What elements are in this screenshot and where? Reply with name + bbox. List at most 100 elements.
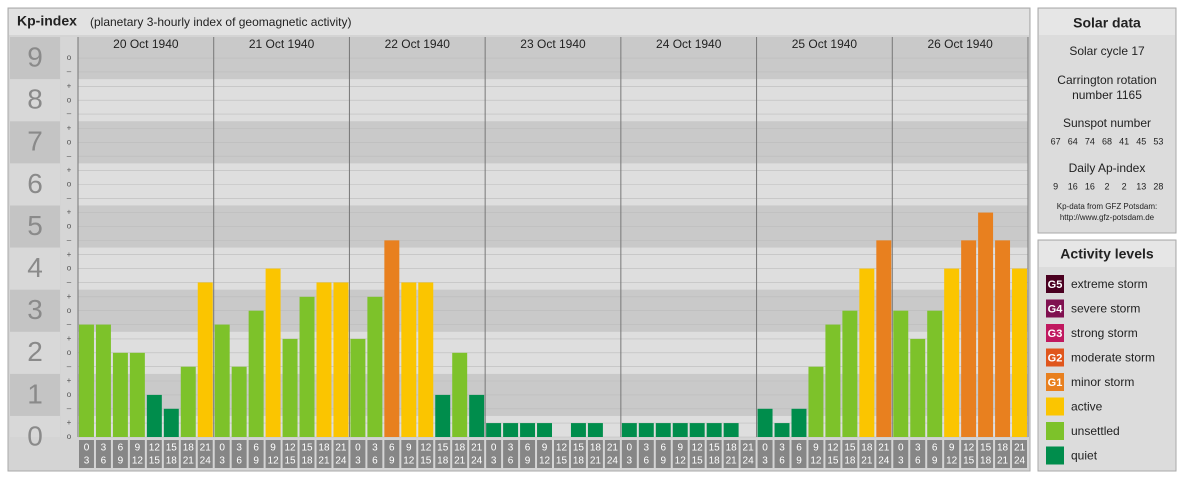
legend-label: extreme storm: [1071, 277, 1148, 291]
hour-label: 9: [118, 456, 124, 467]
minor-tick-label: o: [67, 264, 72, 273]
bar: [672, 423, 688, 437]
ap-title: Daily Ap-index: [1069, 161, 1146, 175]
minor-tick-label: +: [67, 334, 72, 343]
hour-label: 9: [660, 456, 666, 467]
minor-tick-label: –: [67, 320, 72, 329]
bar: [723, 423, 739, 437]
hour-label: 21: [1014, 443, 1026, 454]
minor-tick-label: –: [67, 109, 72, 118]
minor-tick-label: –: [67, 278, 72, 287]
hour-label: 21: [878, 443, 890, 454]
hour-box: [740, 440, 756, 468]
hour-label: 12: [420, 443, 432, 454]
bar: [995, 240, 1011, 437]
bar: [655, 423, 671, 437]
hour-label: 21: [607, 443, 619, 454]
solar-title-bar: [1039, 9, 1175, 35]
hour-box: [554, 440, 569, 468]
hour-label: 15: [692, 456, 704, 467]
hour-label: 24: [471, 456, 483, 467]
y-label-cell: [10, 37, 60, 80]
hour-label: 9: [389, 456, 395, 467]
hour-label: 12: [946, 456, 958, 467]
hour-label: 18: [166, 456, 178, 467]
solar-cycle: Solar cycle 17: [1069, 44, 1145, 58]
hour-box: [570, 440, 586, 468]
hour-label: 21: [335, 443, 347, 454]
y-label-cell: [10, 247, 60, 290]
y-tick-label: 7: [27, 126, 43, 157]
hour-label: 24: [200, 456, 212, 467]
bar: [469, 394, 485, 437]
hour-box: [214, 440, 230, 468]
hour-label: 15: [166, 443, 178, 454]
hour-label: 3: [508, 443, 514, 454]
legend-label: moderate storm: [1071, 351, 1155, 365]
hour-label: 9: [542, 443, 548, 454]
bar: [893, 310, 909, 437]
hour-label: 6: [101, 456, 107, 467]
hour-label: 3: [898, 456, 904, 467]
bar: [248, 310, 264, 437]
hour-label: 0: [84, 443, 90, 454]
hour-label: 0: [219, 443, 225, 454]
bar: [1012, 268, 1027, 437]
bar: [95, 324, 111, 437]
hour-box: [944, 440, 960, 468]
title-bar: [9, 9, 1029, 35]
hour-label: 6: [236, 456, 242, 467]
legend-code: G5: [1048, 279, 1063, 291]
y-label-cell: [10, 163, 60, 206]
source: Kp-data from GFZ Potsdam:: [1057, 202, 1157, 211]
bar: [638, 423, 654, 437]
day-label: 24 Oct 1940: [656, 37, 722, 51]
legend-swatch: [1046, 275, 1064, 293]
bar: [316, 282, 332, 437]
y-label-cell: [10, 373, 60, 416]
bar: [859, 268, 875, 437]
legend-label: minor storm: [1071, 375, 1134, 389]
legend-swatch: [1046, 422, 1064, 440]
bar: [927, 310, 943, 437]
sunspot-value: 74: [1085, 136, 1095, 146]
minor-tick-label: –: [67, 235, 72, 244]
band: [78, 415, 1028, 437]
hour-label: 6: [508, 456, 514, 467]
hour-label: 15: [420, 456, 432, 467]
carrington: Carrington rotation: [1057, 73, 1156, 87]
bar: [333, 282, 349, 437]
hour-box: [503, 440, 519, 468]
hour-label: 21: [590, 456, 602, 467]
minor-tick-label: +: [67, 81, 72, 90]
hour-box: [197, 440, 213, 468]
hour-label: 12: [403, 456, 415, 467]
hour-box: [112, 440, 128, 468]
bar: [384, 240, 400, 437]
sunspot-value: 45: [1136, 136, 1146, 146]
bar: [944, 268, 960, 437]
hour-label: 6: [932, 443, 938, 454]
hour-label: 3: [372, 443, 378, 454]
hour-box: [350, 440, 366, 468]
hour-label: 9: [525, 456, 531, 467]
hour-box: [689, 440, 705, 468]
bar: [503, 423, 519, 437]
sunspot-value: 67: [1051, 136, 1061, 146]
legend-label: active: [1071, 400, 1103, 414]
ap-value: 2: [1122, 181, 1127, 191]
hour-label: 3: [84, 456, 90, 467]
bar: [520, 423, 536, 437]
solar-panel: [1037, 7, 1177, 234]
minor-tick-label: o: [67, 137, 72, 146]
hour-label: 6: [779, 456, 785, 467]
hour-label: 3: [915, 443, 921, 454]
hour-label: 12: [539, 456, 551, 467]
y-label-cell: [10, 289, 60, 332]
hour-label: 18: [573, 456, 585, 467]
minor-tick-label: o: [67, 222, 72, 231]
minor-tick-label: o: [67, 95, 72, 104]
solar-title: Solar data: [1073, 15, 1141, 31]
legend-swatch: [1046, 373, 1064, 391]
